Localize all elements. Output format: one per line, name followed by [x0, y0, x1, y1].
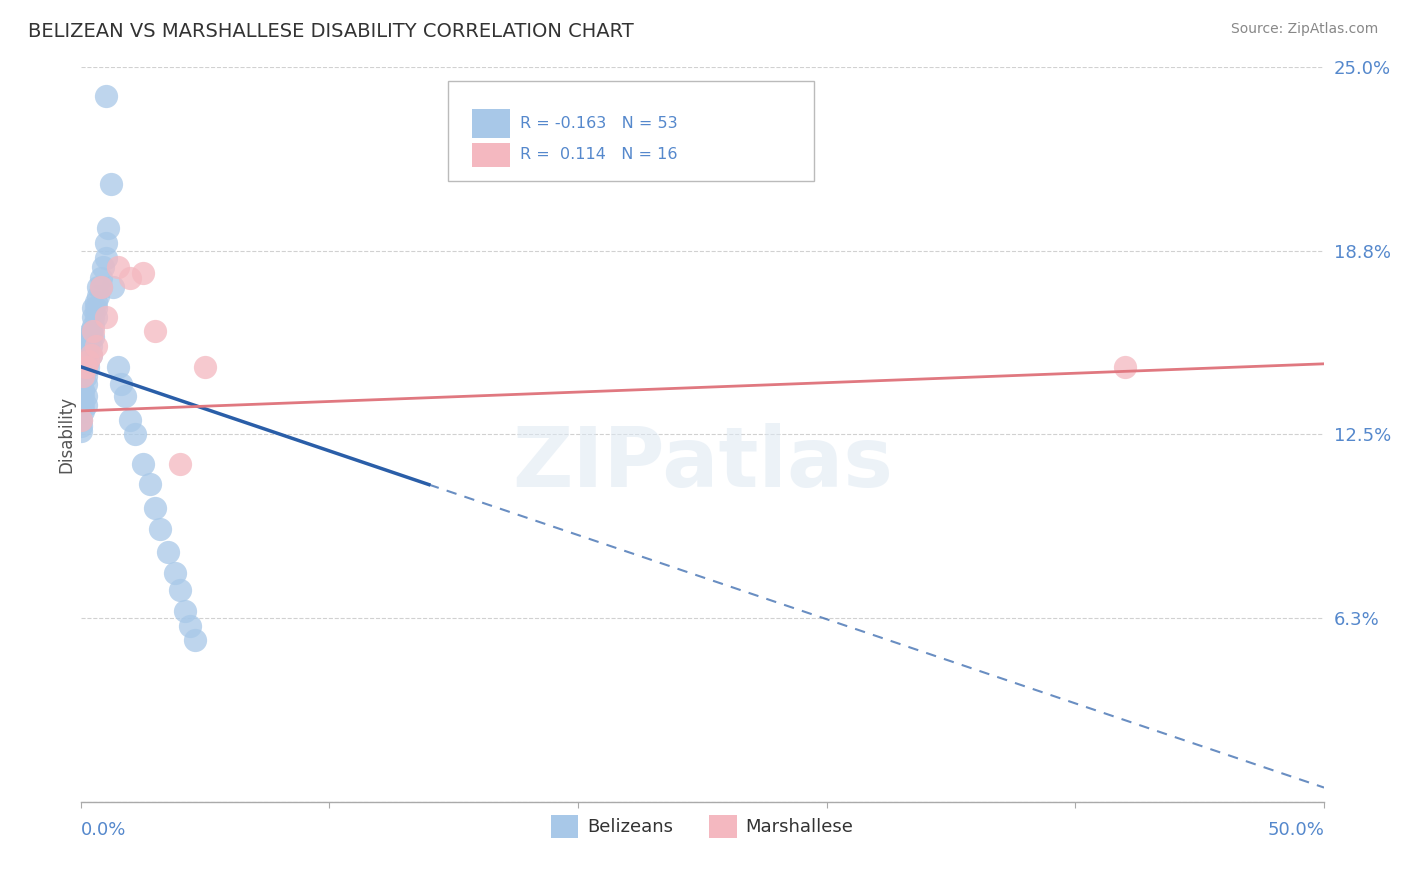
Point: [1114, 359, 1136, 374]
Point: [72, 384, 94, 398]
Text: ZIPatlas: ZIPatlas: [512, 424, 893, 504]
Point: [94, 251, 117, 265]
Point: [77, 359, 100, 374]
Point: [143, 501, 166, 516]
Point: [82, 318, 104, 333]
Point: [184, 633, 207, 648]
Point: [69, 413, 91, 427]
Point: [179, 618, 201, 632]
Point: [79, 325, 101, 339]
Text: 0.0%: 0.0%: [80, 821, 127, 838]
Point: [156, 545, 179, 559]
Point: [90, 280, 112, 294]
Point: [120, 413, 142, 427]
Point: [90, 271, 112, 285]
Point: [79, 330, 101, 344]
Point: [75, 389, 97, 403]
Point: [120, 271, 142, 285]
Point: [107, 359, 129, 374]
Point: [75, 377, 97, 392]
Point: [72, 398, 94, 412]
Point: [107, 260, 129, 274]
Point: [72, 368, 94, 383]
FancyBboxPatch shape: [472, 109, 509, 138]
FancyBboxPatch shape: [472, 143, 509, 168]
Point: [132, 457, 155, 471]
Point: [97, 221, 120, 235]
Point: [69, 413, 91, 427]
Point: [94, 89, 117, 103]
Point: [72, 389, 94, 403]
Point: [77, 339, 100, 353]
Point: [132, 266, 155, 280]
Text: Source: ZipAtlas.com: Source: ZipAtlas.com: [1230, 22, 1378, 37]
Y-axis label: Disability: Disability: [58, 396, 75, 473]
Point: [79, 348, 101, 362]
Point: [101, 280, 124, 294]
Point: [100, 178, 122, 192]
Point: [79, 348, 101, 362]
FancyBboxPatch shape: [447, 81, 814, 180]
Point: [75, 359, 97, 374]
Legend: Belizeans, Marshallese: Belizeans, Marshallese: [544, 808, 860, 845]
Point: [84, 295, 107, 310]
Text: R = -0.163   N = 53: R = -0.163 N = 53: [520, 116, 678, 131]
Point: [77, 354, 100, 368]
Point: [82, 310, 104, 324]
Point: [169, 457, 191, 471]
Point: [169, 583, 191, 598]
Point: [114, 389, 136, 403]
Point: [174, 604, 197, 618]
Point: [75, 398, 97, 412]
Point: [84, 310, 107, 324]
Text: BELIZEAN VS MARSHALLESE DISABILITY CORRELATION CHART: BELIZEAN VS MARSHALLESE DISABILITY CORRE…: [28, 22, 634, 41]
Point: [69, 425, 91, 439]
Point: [91, 260, 114, 274]
Point: [79, 339, 101, 353]
Point: [82, 325, 104, 339]
Point: [72, 404, 94, 418]
Point: [124, 427, 146, 442]
Point: [87, 280, 110, 294]
Point: [77, 330, 100, 344]
Text: 50.0%: 50.0%: [1267, 821, 1324, 838]
Point: [143, 325, 166, 339]
Point: [149, 522, 172, 536]
Text: R =  0.114   N = 16: R = 0.114 N = 16: [520, 147, 678, 162]
Point: [82, 330, 104, 344]
Point: [84, 339, 107, 353]
Point: [75, 368, 97, 383]
Point: [87, 289, 110, 303]
Point: [69, 418, 91, 433]
Point: [84, 301, 107, 315]
Point: [110, 377, 132, 392]
Point: [94, 236, 117, 251]
Point: [139, 477, 162, 491]
Point: [194, 359, 217, 374]
Point: [82, 301, 104, 315]
Point: [77, 348, 100, 362]
Point: [90, 280, 112, 294]
Point: [165, 566, 187, 580]
Point: [77, 354, 100, 368]
Point: [94, 310, 117, 324]
